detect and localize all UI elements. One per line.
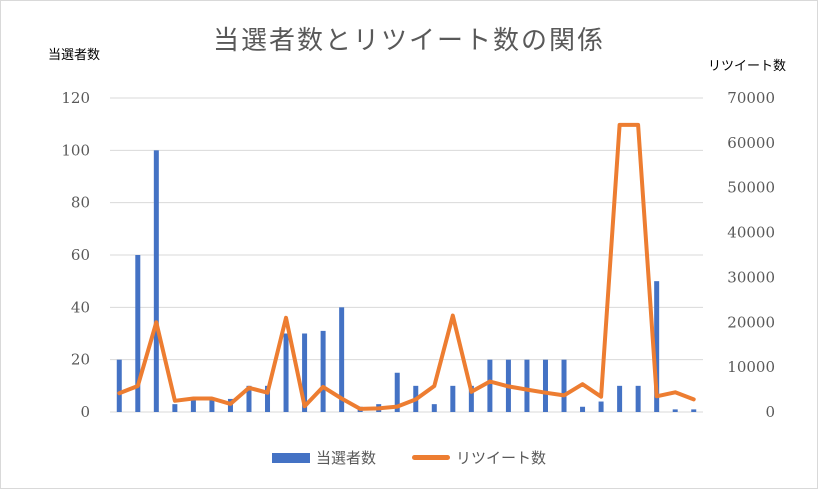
bar [635,385,641,412]
bar [450,385,456,412]
legend-swatch-bar [271,452,310,463]
bar [561,359,567,412]
bar [487,359,493,412]
bar [542,359,548,412]
right-tick-label: 40000 [727,224,775,242]
bar [153,150,159,413]
right-axis-label: リツイート数 [708,59,787,74]
left-tick-label: 80 [71,194,90,212]
left-tick-label: 120 [61,89,90,107]
legend-label-line: リツイート数 [456,449,547,467]
bar [116,359,122,412]
right-tick-label: 50000 [727,179,775,197]
bar [691,409,697,412]
bar [190,398,196,412]
bar [135,255,141,412]
left-tick-label: 0 [80,403,90,421]
left-tick-label: 40 [71,298,90,316]
bar [339,307,345,412]
series-line [117,122,696,411]
right-tick-label: 30000 [727,268,775,286]
legend-label-bar: 当選者数 [315,449,376,467]
bar [246,385,252,412]
bar [394,372,400,412]
left-axis-label: 当選者数 [48,48,101,63]
bar [617,385,623,412]
bar [320,330,326,412]
bar [302,333,308,412]
left-tick-label: 60 [71,246,90,264]
legend-item-line: リツイート数 [412,447,546,468]
bar [580,406,586,412]
right-tick-label: 10000 [727,358,775,376]
legend: 当選者数 リツイート数 [0,447,818,468]
chart-title: 当選者数とリツイート数の関係 [212,26,605,56]
legend-item-bar: 当選者数 [271,447,376,468]
bar [672,409,678,412]
bar [265,385,271,412]
right-tick-label: 0 [765,403,775,421]
right-tick-label: 70000 [727,89,775,107]
left-tick-label: 20 [71,351,90,369]
bar [431,404,437,412]
bar [598,401,604,412]
left-tick-label: 100 [61,141,90,159]
bar [283,333,289,412]
bar [524,359,530,412]
bar [654,281,660,412]
bar [172,404,178,412]
right-tick-label: 20000 [727,313,775,331]
bar [209,398,215,412]
right-tick-label: 60000 [727,134,775,152]
bar [468,385,474,412]
legend-swatch-line [412,455,450,460]
